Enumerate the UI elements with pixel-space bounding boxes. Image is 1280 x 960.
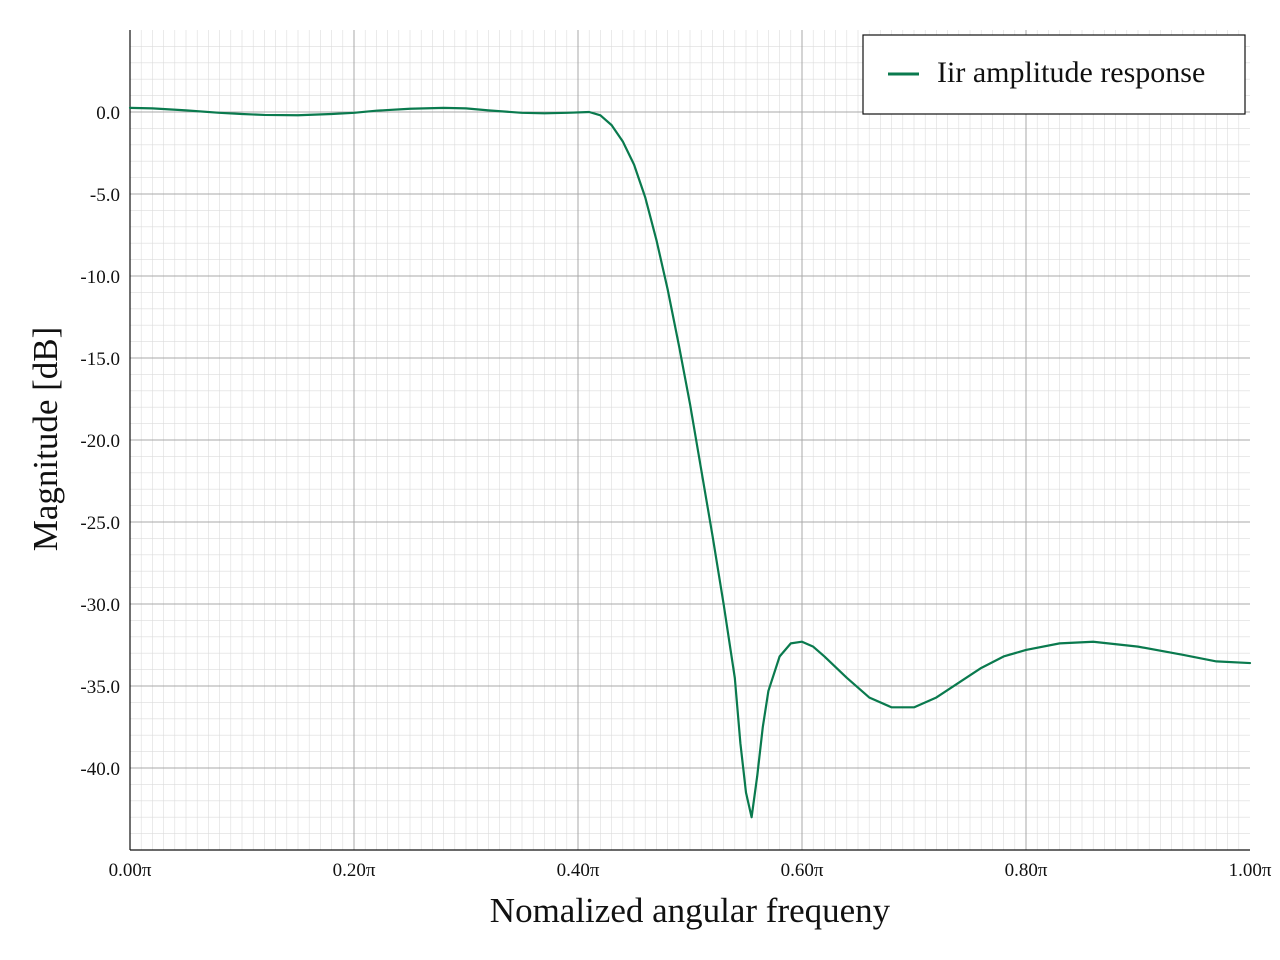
legend: Iir amplitude response <box>862 34 1246 115</box>
y-tick-label: -25.0 <box>80 513 120 534</box>
x-tick-labels: 0.00π 0.20π 0.40π 0.60π 0.80π 1.00π <box>109 860 1272 881</box>
x-tick-label: 0.00π <box>109 860 152 881</box>
series-layer <box>128 106 1252 819</box>
legend-label: Iir amplitude response <box>937 56 1205 89</box>
x-tick-label: 0.80π <box>1005 860 1048 881</box>
y-tick-label: -20.0 <box>80 431 120 452</box>
y-tick-label: -15.0 <box>80 349 120 370</box>
y-tick-label: -35.0 <box>80 677 120 698</box>
y-axis-title: Magnitude [dB] <box>26 327 65 552</box>
y-tick-label: -5.0 <box>90 185 120 206</box>
x-tick-label: 1.00π <box>1229 860 1272 881</box>
major-grid <box>130 30 1250 850</box>
y-tick-label: 0.0 <box>96 103 120 124</box>
x-axis-title: Nomalized angular frequeny <box>490 891 891 930</box>
axes <box>129 30 1250 851</box>
x-tick-label: 0.20π <box>333 860 376 881</box>
legend-box <box>862 34 1246 115</box>
x-tick-label: 0.40π <box>557 860 600 881</box>
series-line-iir-amplitude-response <box>128 106 1252 819</box>
y-tick-labels: 0.0 -5.0 -10.0 -15.0 -20.0 -25.0 -30.0 -35.0 -40… <box>80 103 120 780</box>
x-tick-label: 0.60π <box>781 860 824 881</box>
y-tick-label: -40.0 <box>80 759 120 780</box>
y-tick-label: -10.0 <box>80 267 120 288</box>
y-tick-label: -30.0 <box>80 595 120 616</box>
